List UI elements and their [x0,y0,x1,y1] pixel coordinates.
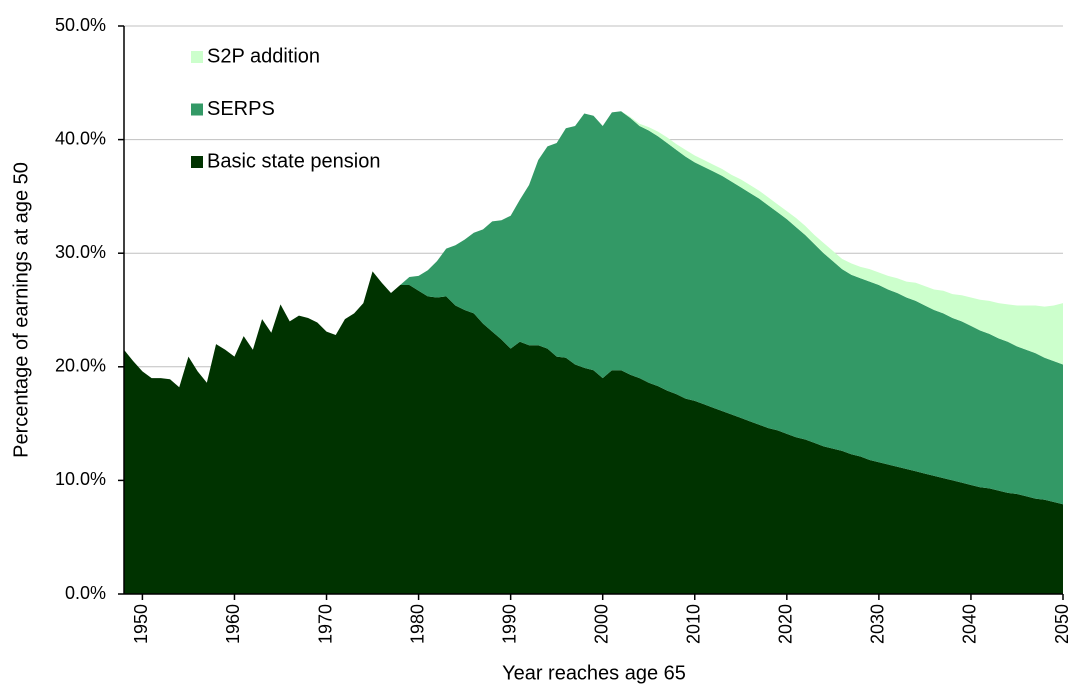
x-tick-label: 2050 [1052,604,1072,644]
y-tick-label: 20.0% [55,356,106,376]
x-tick-label: 1950 [131,604,151,644]
x-tick-label: 1980 [407,604,427,644]
y-tick-label: 10.0% [55,469,106,489]
area [124,111,1063,505]
legend-label: SERPS [207,98,275,120]
x-tick-label: 2020 [776,604,796,644]
x-tick-label: 2040 [960,604,980,644]
legend-label: Basic state pension [207,150,380,172]
legend-swatch [191,103,203,116]
legend-swatch [191,156,203,168]
y-axis-title: Percentage of earnings at age 50 [10,162,32,458]
x-tick-label: 1970 [315,604,335,644]
x-axis-title: Year reaches age 65 [502,662,686,684]
x-tick-label: 2000 [591,604,611,644]
x-tick-label: 2010 [684,604,704,644]
y-tick-label: 0.0% [65,583,106,603]
x-tick-label: 1960 [223,604,243,644]
y-tick-label: 50.0% [55,15,106,35]
area [124,271,1063,594]
y-tick-label: 30.0% [55,242,106,262]
x-tick-label: 1990 [499,604,519,644]
legend-swatch [191,51,203,63]
y-tick-label: 40.0% [55,128,106,148]
legend-label: S2P addition [207,45,320,67]
x-tick-label: 2030 [868,604,888,644]
